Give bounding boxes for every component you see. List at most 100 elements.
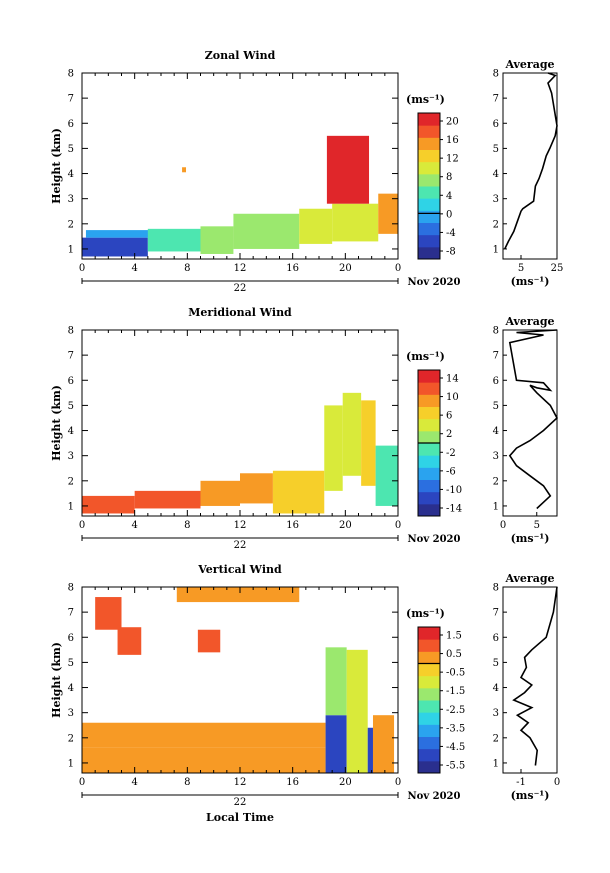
colorbar-swatch: [418, 724, 440, 737]
y-tick-label: 3: [68, 194, 74, 205]
colorbar-swatch: [418, 700, 440, 713]
day-label: 22: [234, 283, 247, 294]
colorbar-tick-label: 16: [446, 135, 459, 146]
y-tick-label: 7: [68, 94, 74, 105]
x-tick-label: 16: [286, 520, 299, 531]
colorbar-swatch: [418, 748, 440, 762]
profile-line: [512, 586, 558, 766]
panel-title: Zonal Wind: [205, 49, 276, 62]
colorbar-tick-label: -5.5: [446, 761, 465, 772]
colorbar-swatch: [418, 430, 440, 444]
heatmap-cell: [200, 226, 234, 254]
heatmap-cell: [325, 647, 347, 716]
colorbar-frame: [417, 112, 441, 260]
x-tick-label: 16: [286, 263, 299, 274]
y-axis-label: Height (km): [50, 642, 63, 718]
x-tick-label: 12: [234, 520, 247, 531]
heatmap-cell: [375, 445, 398, 506]
x-tick-label: 0: [79, 777, 85, 788]
colorbar-tick-label: 4: [446, 191, 452, 202]
colorbar-swatch: [418, 161, 440, 175]
y-tick-label: 8: [68, 326, 74, 337]
colorbar-tick-label: -4.5: [446, 742, 465, 753]
colorbar-tick-label: -1.5: [446, 686, 465, 697]
x-tick-label: 20: [339, 263, 352, 274]
profile-title: Average: [504, 315, 554, 328]
colorbar-swatch: [418, 663, 440, 677]
y-tick-label: 3: [68, 451, 74, 462]
profile-frame: [502, 329, 558, 517]
colorbar-swatch: [418, 639, 440, 652]
profile-y-tick-label: 6: [493, 633, 499, 644]
profile-x-tick-label: -1: [516, 777, 526, 788]
profile-y-tick-label: 5: [493, 401, 499, 412]
y-tick-label: 1: [68, 244, 74, 255]
y-tick-label: 1: [68, 758, 74, 769]
y-tick-label: 3: [68, 708, 74, 719]
colorbar-swatch: [418, 113, 440, 126]
colorbar-swatch: [418, 246, 440, 260]
profile-y-tick-label: 8: [493, 326, 499, 337]
profile-title: Average: [504, 58, 554, 71]
colorbar-swatch: [418, 687, 440, 701]
colorbar-swatch: [418, 125, 440, 138]
y-tick-label: 2: [68, 219, 74, 230]
colorbar-tick-label: -2: [446, 448, 456, 459]
colorbar: 20 16 12 8 4 0 -4 -8: [417, 112, 459, 260]
profile-y-tick-label: 3: [493, 451, 499, 462]
x-tick-label: 4: [131, 520, 137, 531]
profile-x-tick-label: 5: [534, 520, 540, 531]
x-tick-label: 0: [395, 777, 401, 788]
x-tick-label: 0: [395, 520, 401, 531]
x-tick-label: 20: [339, 777, 352, 788]
profile-y-tick-label: 1: [493, 244, 499, 255]
profile-frame: [502, 72, 558, 260]
x-tick-label: 8: [184, 520, 190, 531]
profile-frame: [502, 586, 558, 774]
profile-x-tick-label: 0: [500, 520, 506, 531]
heatmap-cell: [95, 597, 122, 630]
y-tick-label: 6: [68, 633, 74, 644]
y-tick-label: 5: [68, 658, 74, 669]
colorbar-swatch: [418, 651, 440, 664]
colorbar-unit: (ms⁻¹): [406, 93, 445, 106]
date-label: Nov 2020: [408, 534, 461, 545]
colorbar-swatch: [418, 234, 440, 248]
colorbar-swatch: [418, 394, 440, 407]
colorbar: 1.5 0.5 -0.5 -1.5 -2.5 -3.5 -4.5 -5.5: [417, 626, 465, 774]
heatmap-cell: [82, 747, 326, 773]
colorbar-tick-label: 14: [446, 374, 459, 385]
profile-unit: (ms⁻¹): [511, 532, 550, 545]
colorbar-swatch: [418, 736, 440, 750]
colorbar-swatch: [418, 443, 440, 456]
y-tick-label: 5: [68, 401, 74, 412]
x-tick-label: 12: [234, 777, 247, 788]
colorbar-swatch: [418, 406, 440, 420]
heatmap-cell: [82, 722, 326, 748]
profile-y-tick-label: 4: [493, 169, 499, 180]
x-tick-label: 4: [131, 263, 137, 274]
colorbar-swatch: [418, 382, 440, 395]
colorbar-frame: [417, 626, 441, 774]
colorbar-tick-label: -3.5: [446, 723, 465, 734]
heatmap-cell: [325, 715, 347, 773]
colorbar-tick-label: 0: [446, 209, 452, 220]
y-axis-label: Height (km): [50, 385, 63, 461]
profile-y-tick-label: 1: [493, 758, 499, 769]
colorbar-swatch: [418, 675, 440, 689]
x-tick-label: 0: [79, 520, 85, 531]
colorbar-tick-label: 2: [446, 429, 452, 440]
profile-y-tick-label: 7: [493, 94, 499, 105]
heatmap-cell: [372, 715, 395, 773]
y-tick-label: 4: [68, 683, 74, 694]
heatmap-cells: [82, 135, 398, 257]
heatmap-cell: [367, 727, 373, 773]
y-tick-label: 7: [68, 608, 74, 619]
x-tick-label: 20: [339, 520, 352, 531]
heatmap-cell: [240, 473, 273, 504]
heatmap-cell: [233, 213, 300, 249]
profile-y-tick-label: 7: [493, 351, 499, 362]
colorbar-unit: (ms⁻¹): [406, 350, 445, 363]
